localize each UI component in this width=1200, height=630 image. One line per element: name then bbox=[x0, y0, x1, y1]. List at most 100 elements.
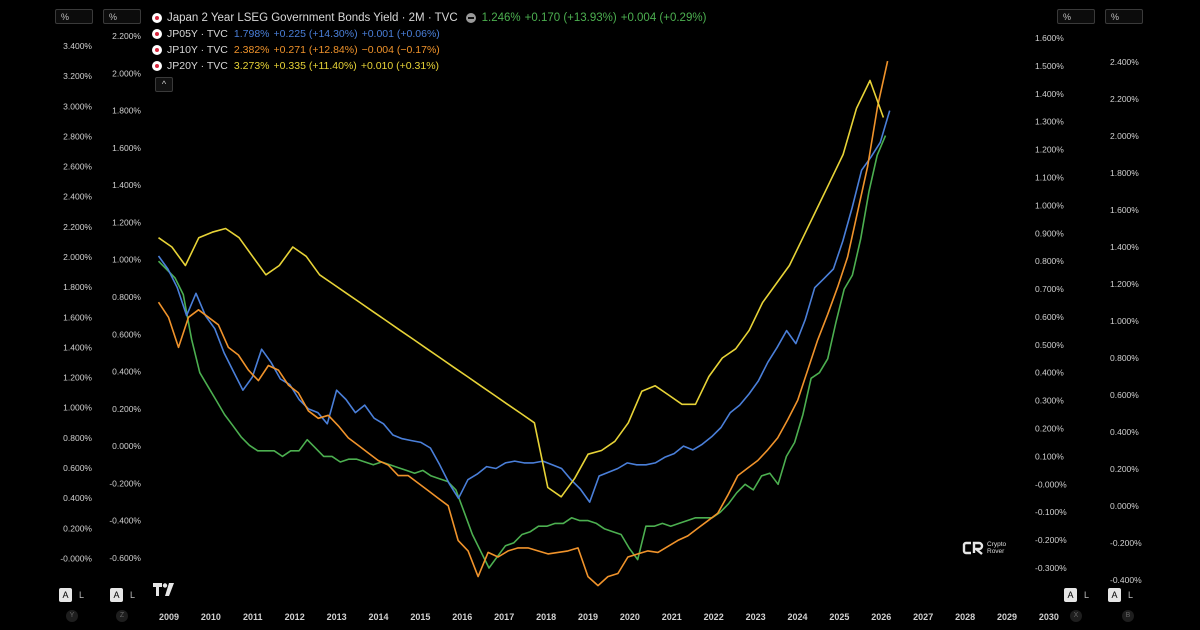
japan-flag-icon bbox=[152, 61, 162, 71]
legend-main-row[interactable]: Japan 2 Year LSEG Government Bonds Yield… bbox=[152, 9, 706, 26]
y-tick-label-left_outer: 3.400% bbox=[63, 41, 92, 51]
x-tick-label: 2014 bbox=[368, 612, 388, 622]
unit-selector-right-inner[interactable]: % bbox=[1057, 9, 1095, 24]
log-scale-button-left-inner[interactable]: L bbox=[129, 590, 135, 600]
auto-scale-button-left[interactable]: A bbox=[59, 588, 72, 602]
x-tick-label: 2020 bbox=[620, 612, 640, 622]
y-tick-label-left_outer: 1.600% bbox=[63, 312, 92, 322]
y-tick-label-right_outer: 0.200% bbox=[1110, 464, 1139, 474]
main-series-change-secondary: +0.004 (+0.29%) bbox=[620, 11, 707, 24]
auto-scale-button-right-inner[interactable]: A bbox=[1064, 588, 1077, 602]
y-tick-label-right_inner: -0.200% bbox=[1035, 535, 1067, 545]
y-tick-label-right_inner: 1.000% bbox=[1035, 200, 1064, 210]
y-tick-label-left_outer: 0.600% bbox=[63, 463, 92, 473]
x-tick-label: 2012 bbox=[285, 612, 305, 622]
y-tick-label-left_outer: 3.000% bbox=[63, 101, 92, 111]
x-tick-label: 2017 bbox=[494, 612, 514, 622]
log-scale-button-left[interactable]: L bbox=[78, 590, 84, 600]
y-tick-label-left_inner: 0.000% bbox=[112, 441, 141, 451]
minus-icon[interactable] bbox=[465, 12, 476, 23]
y-tick-label-left_inner: 0.800% bbox=[112, 292, 141, 302]
y-tick-label-left_inner: 1.800% bbox=[112, 106, 141, 116]
y-tick-label-right_outer: 0.400% bbox=[1110, 427, 1139, 437]
y-tick-label-right_outer: -0.200% bbox=[1110, 538, 1142, 548]
legend-row-jp10y[interactable]: JP10Y · TVC 2.382% +0.271 (+12.84%) −0.0… bbox=[152, 42, 706, 58]
legend-symbol: JP10Y · TVC bbox=[167, 44, 228, 56]
axis-indicator-z: Z bbox=[116, 610, 128, 622]
y-tick-label-right_inner: 0.200% bbox=[1035, 424, 1064, 434]
x-tick-label: 2021 bbox=[662, 612, 682, 622]
legend-collapse-button[interactable]: ^ bbox=[155, 77, 173, 92]
y-tick-label-right_outer: 1.200% bbox=[1110, 279, 1139, 289]
crypto-rover-logo-icon bbox=[962, 541, 984, 555]
y-tick-label-right_outer: 0.000% bbox=[1110, 501, 1139, 511]
unit-selector-right-outer[interactable]: % bbox=[1105, 9, 1143, 24]
japan-flag-icon bbox=[152, 12, 162, 23]
y-tick-label-right_inner: 0.800% bbox=[1035, 256, 1064, 266]
legend-change: +0.225 (+14.30%) bbox=[273, 28, 358, 40]
x-tick-label: 2030 bbox=[1039, 612, 1059, 622]
legend-row-jp20y[interactable]: JP20Y · TVC 3.273% +0.335 (+11.40%) +0.0… bbox=[152, 58, 706, 74]
x-tick-label: 2016 bbox=[452, 612, 472, 622]
series-line-jp10y[interactable] bbox=[157, 60, 889, 587]
y-tick-label-right_outer: 1.600% bbox=[1110, 205, 1139, 215]
auto-scale-button-right[interactable]: A bbox=[1108, 588, 1121, 602]
main-series-value: 1.246% bbox=[481, 11, 521, 24]
y-tick-label-right_outer: 1.400% bbox=[1110, 242, 1139, 252]
japan-flag-icon bbox=[152, 29, 162, 39]
y-tick-label-left_inner: 0.600% bbox=[112, 329, 141, 339]
chart-legend: Japan 2 Year LSEG Government Bonds Yield… bbox=[152, 9, 706, 74]
log-scale-button-right-inner[interactable]: L bbox=[1083, 590, 1089, 600]
y-tick-label-left_inner: -0.600% bbox=[109, 553, 141, 563]
auto-scale-button-left-inner[interactable]: A bbox=[110, 588, 123, 602]
y-tick-label-left_outer: 2.600% bbox=[63, 162, 92, 172]
axis-indicator-x: X bbox=[1070, 610, 1082, 622]
y-tick-label-right_inner: -0.100% bbox=[1035, 507, 1067, 517]
y-tick-label-right_outer: 2.200% bbox=[1110, 94, 1139, 104]
x-tick-label: 2023 bbox=[746, 612, 766, 622]
y-tick-label-right_inner: 1.300% bbox=[1035, 117, 1064, 127]
x-tick-label: 2013 bbox=[327, 612, 347, 622]
y-tick-label-left_inner: -0.400% bbox=[109, 516, 141, 526]
series-line-jp02y[interactable] bbox=[157, 135, 887, 569]
y-tick-label-left_outer: 2.000% bbox=[63, 252, 92, 262]
x-tick-label: 2025 bbox=[829, 612, 849, 622]
x-tick-label: 2026 bbox=[871, 612, 891, 622]
y-tick-label-right_inner: 1.100% bbox=[1035, 172, 1064, 182]
y-tick-label-right_outer: 1.000% bbox=[1110, 316, 1139, 326]
y-tick-label-right_inner: 0.300% bbox=[1035, 396, 1064, 406]
y-tick-label-left_outer: 1.200% bbox=[63, 373, 92, 383]
y-tick-label-right_outer: 0.600% bbox=[1110, 390, 1139, 400]
legend-symbol: JP05Y · TVC bbox=[167, 28, 228, 40]
legend-value: 2.382% bbox=[233, 44, 270, 56]
y-tick-label-left_inner: 1.600% bbox=[112, 143, 141, 153]
x-tick-label: 2024 bbox=[787, 612, 807, 622]
unit-selector-left-inner[interactable]: % bbox=[103, 9, 141, 24]
y-tick-label-right_inner: 1.500% bbox=[1035, 61, 1064, 71]
unit-selector-left-outer[interactable]: % bbox=[55, 9, 93, 24]
y-tick-label-right_outer: 0.800% bbox=[1110, 353, 1139, 363]
y-tick-label-left_inner: 0.200% bbox=[112, 404, 141, 414]
axis-indicator-y: Y bbox=[66, 610, 78, 622]
series-line-jp20y[interactable] bbox=[158, 79, 885, 498]
y-tick-label-left_outer: 0.800% bbox=[63, 433, 92, 443]
y-tick-label-right_outer: 2.400% bbox=[1110, 57, 1139, 67]
y-tick-label-right_inner: -0.000% bbox=[1035, 479, 1067, 489]
legend-value: 3.273% bbox=[233, 60, 270, 72]
y-tick-label-right_inner: 0.700% bbox=[1035, 284, 1064, 294]
y-tick-label-left_outer: 0.200% bbox=[63, 523, 92, 533]
y-tick-label-right_inner: 0.100% bbox=[1035, 451, 1064, 461]
legend-change-secondary: +0.001 (+0.06%) bbox=[361, 28, 440, 40]
legend-value: 1.798% bbox=[233, 28, 270, 40]
y-tick-label-left_inner: 1.200% bbox=[112, 217, 141, 227]
tradingview-logo-icon bbox=[153, 583, 174, 596]
legend-row-jp05y[interactable]: JP05Y · TVC 1.798% +0.225 (+14.30%) +0.0… bbox=[152, 26, 706, 42]
x-tick-label: 2010 bbox=[201, 612, 221, 622]
series-line-jp05y[interactable] bbox=[157, 110, 891, 503]
log-scale-button-right[interactable]: L bbox=[1127, 590, 1133, 600]
y-tick-label-left_inner: 2.000% bbox=[112, 68, 141, 78]
y-tick-label-left_outer: 2.200% bbox=[63, 222, 92, 232]
y-tick-label-right_inner: -0.300% bbox=[1035, 563, 1067, 573]
y-tick-label-right_outer: 1.800% bbox=[1110, 168, 1139, 178]
